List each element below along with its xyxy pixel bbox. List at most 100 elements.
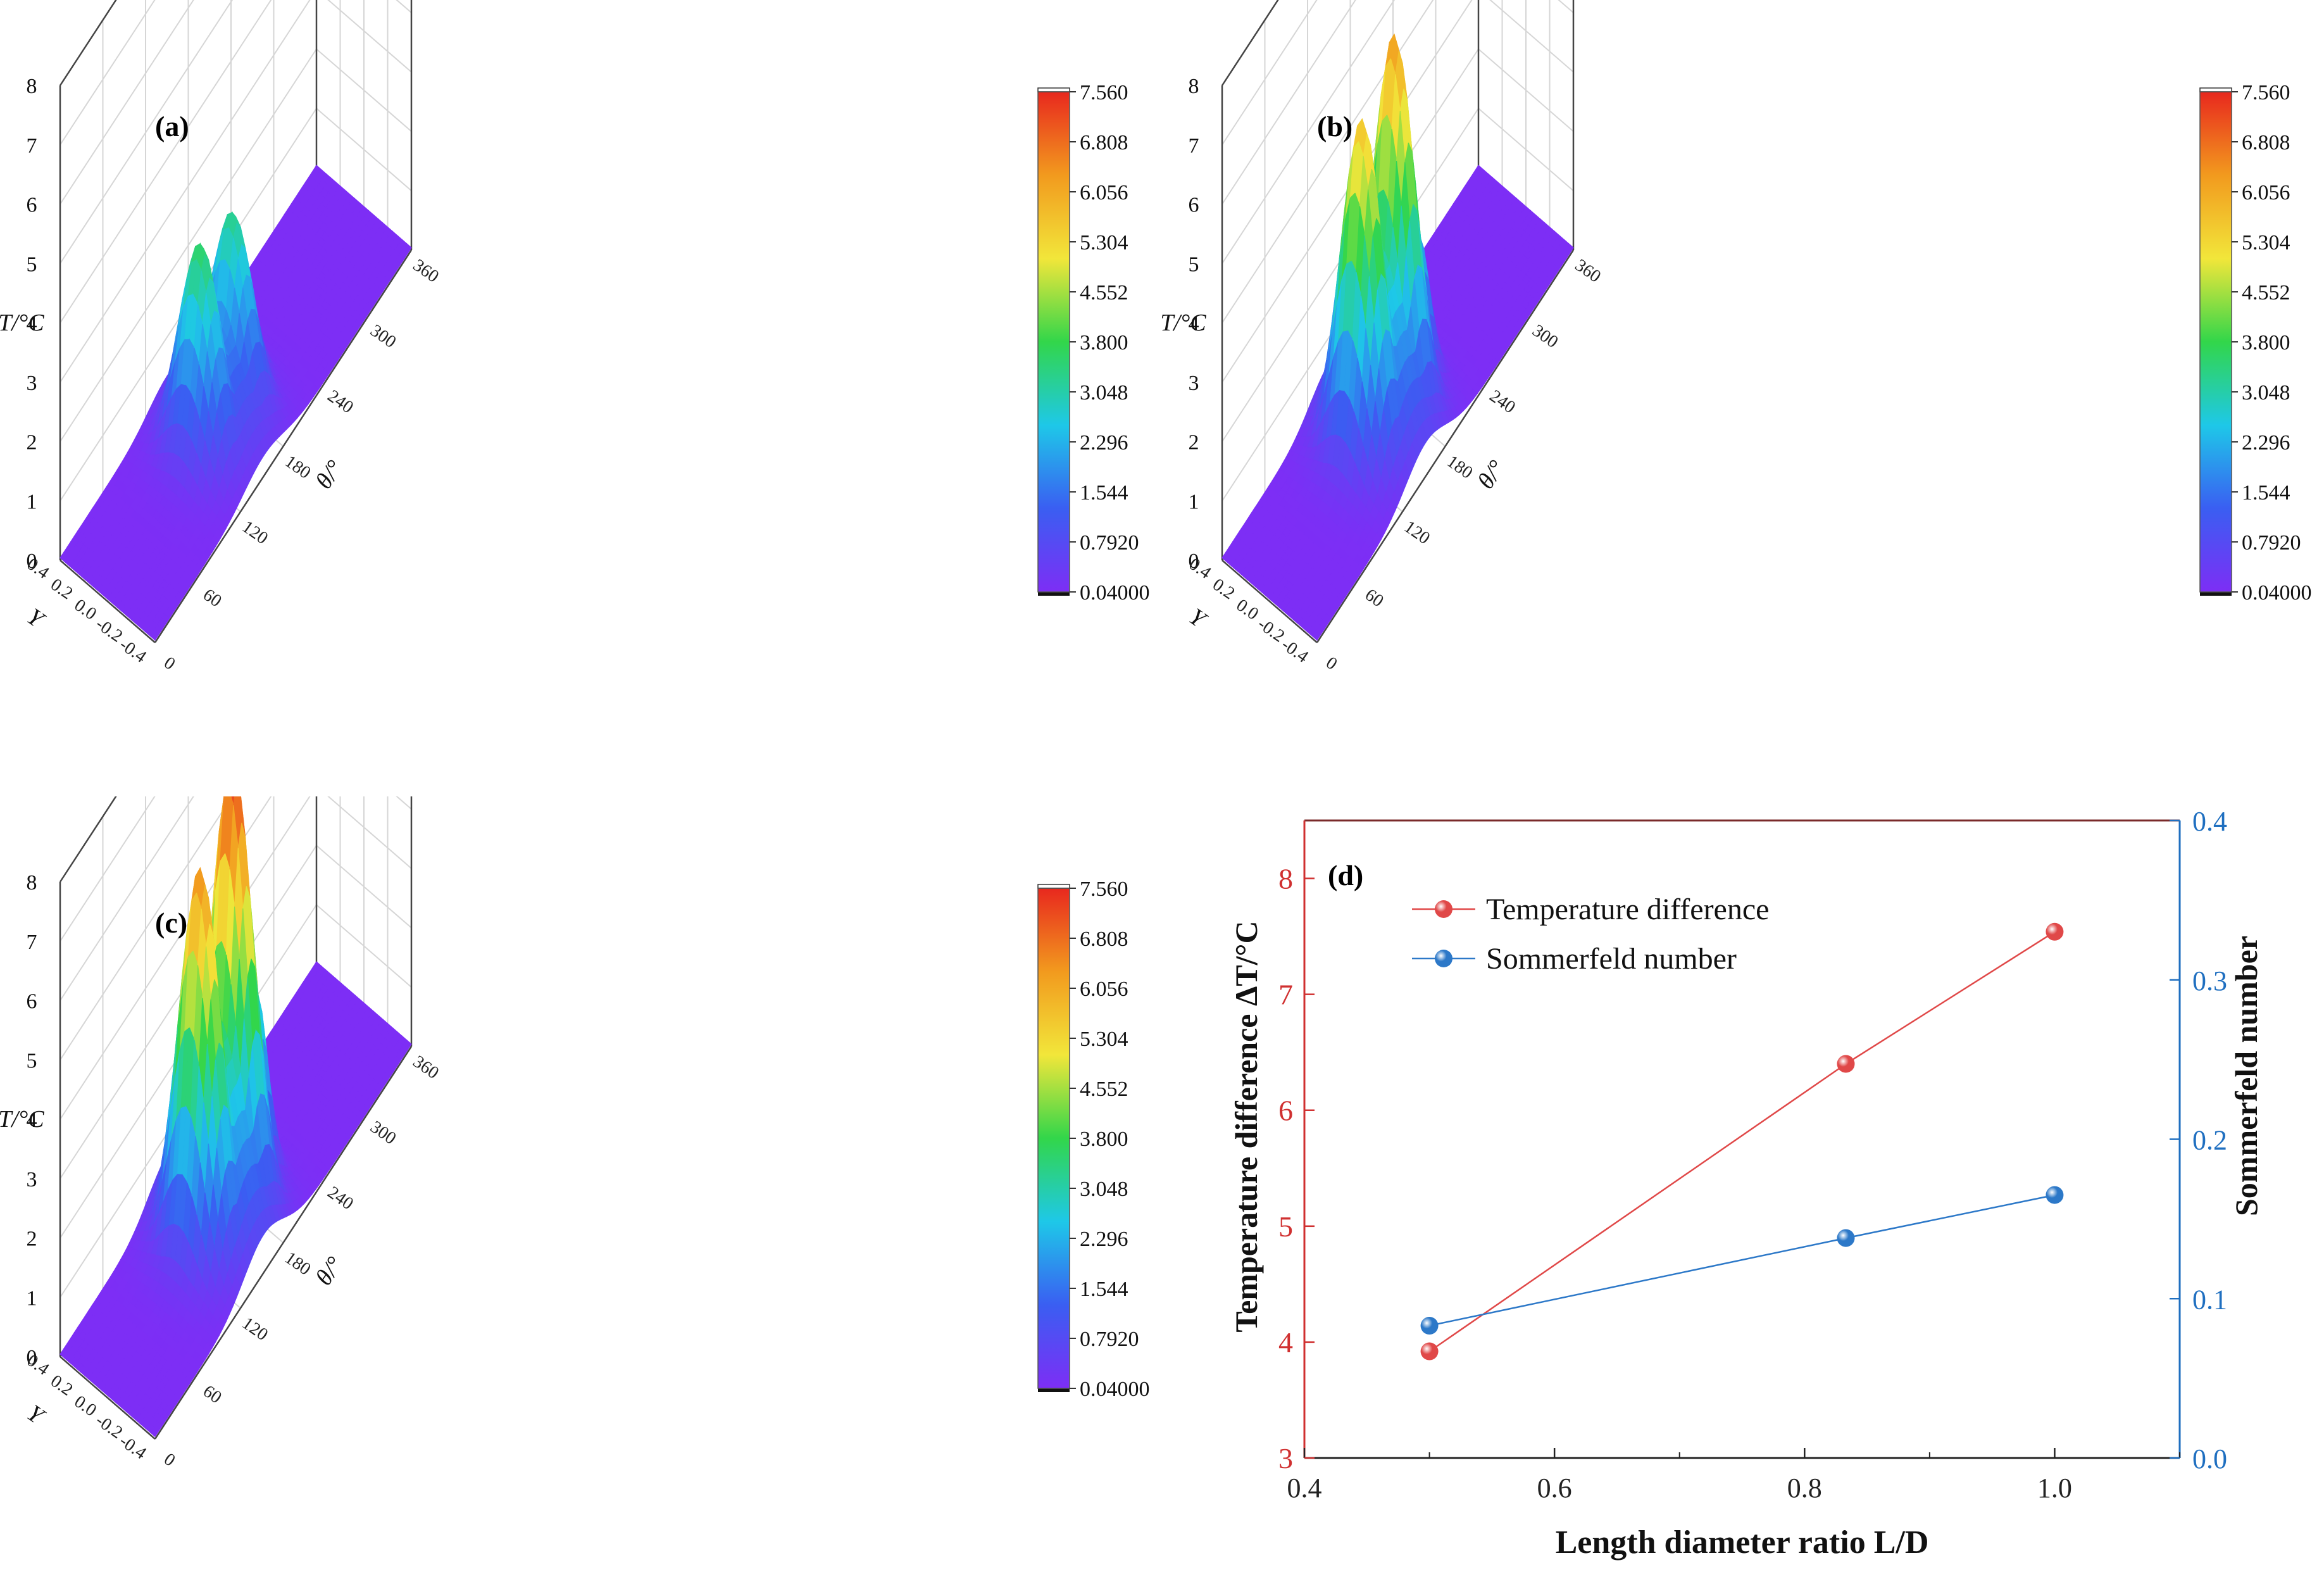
y-axis-title: Y <box>1184 603 1213 634</box>
colorbar-tick-label: 1.544 <box>2242 481 2290 505</box>
y-left-tick-label: 8 <box>1278 863 1293 895</box>
surface-cell <box>1311 630 1321 641</box>
z-tick-label: 0 <box>27 1346 37 1369</box>
colorbar-tick-label: 7.560 <box>2242 81 2290 104</box>
surface-panel-a: 012345678ΔT/°C0.40.20.0-0.2-0.4Y06012018… <box>0 0 1162 796</box>
colorbar-tick-label: 3.800 <box>1080 331 1128 355</box>
theta-tick-label: 240 <box>324 386 357 417</box>
z-tick-label: 1 <box>27 490 37 513</box>
x-axis-title: Length diameter ratio L/D <box>1556 1524 1929 1561</box>
colorbar-tick-label: 6.808 <box>2242 131 2290 154</box>
z-tick-label: 1 <box>1189 490 1199 513</box>
colorbar: 7.5606.8086.0565.3044.5523.8003.0482.296… <box>1037 81 1150 605</box>
colorbar-top-cap <box>1037 87 1070 92</box>
series-line-sommerfeld <box>1429 1194 2055 1327</box>
z-tick-label: 0 <box>1189 550 1199 573</box>
y-tick-label: 0.2 <box>47 1371 76 1400</box>
axis-edge <box>1221 560 1318 643</box>
data-point-sommerfeld <box>2046 1186 2064 1204</box>
legend-label: Sommerfeld number <box>1486 942 1737 976</box>
panel-label: (a) <box>155 110 189 142</box>
theta-axis-title: θ/° <box>310 456 348 494</box>
colorbar-tick-label: 4.552 <box>2242 281 2290 305</box>
y-left-tick-label: 5 <box>1278 1210 1293 1243</box>
y-right-tick-label: 0.1 <box>2192 1284 2227 1315</box>
temperature-surface <box>59 758 412 1438</box>
theta-tick-label: 0 <box>160 1449 178 1470</box>
z-tick-label: 5 <box>27 253 37 276</box>
z-tick-label: 2 <box>27 431 37 455</box>
colorbar-tick-label: 2.296 <box>1080 431 1128 455</box>
colorbar-tick-label: 4.552 <box>1080 1078 1128 1101</box>
z-tick-label: 7 <box>27 931 37 954</box>
y-right-tick-label: 0.4 <box>2192 806 2227 837</box>
theta-tick-label: 360 <box>409 1052 442 1083</box>
theta-axis-title: θ/° <box>1472 456 1510 494</box>
y-right-tick-label: 0.3 <box>2192 965 2227 996</box>
legend-marker <box>1435 900 1452 918</box>
data-point-temperature <box>1837 1055 1855 1073</box>
y-tick-label: 0.0 <box>71 595 100 624</box>
line-chart-d: 0.4 0.6 0.8 1.03456780.00.10.20.30.4Length … <box>1228 806 2264 1561</box>
y-tick-label: -0.4 <box>116 635 150 667</box>
theta-tick-label: 360 <box>409 255 442 286</box>
panel-label: (c) <box>155 907 187 939</box>
colorbar-tick-label: 6.056 <box>2242 181 2290 204</box>
z-tick-label: 6 <box>27 194 37 217</box>
z-tick-label: 4 <box>27 1109 37 1132</box>
colorbar-tick-label: 6.808 <box>1080 131 1128 154</box>
surface-plot-c: 012345678ΔT/°C0.40.20.0-0.2-0.4Y06012018… <box>0 489 1150 1471</box>
surface-cell <box>149 630 159 641</box>
y-axis-title: Y <box>22 603 51 634</box>
z-tick-label: 5 <box>1189 253 1199 276</box>
line-chart-panel-d: 0.4 0.6 0.8 1.0 3 4 5 6 7 8 0.0 0.1 0.2 0.3 0.4 Length … <box>1162 796 2324 1593</box>
colorbar-top-cap <box>2199 87 2232 92</box>
z-tick-label: 4 <box>1189 312 1199 336</box>
colorbar-tick-label: 0.7920 <box>1080 1328 1139 1351</box>
x-tick-label: 0.8 <box>1787 1473 1822 1504</box>
colorbar-bottom-cap <box>2200 592 2232 596</box>
theta-tick-label: 360 <box>1571 255 1604 286</box>
y-tick-label: 0.0 <box>71 1392 100 1420</box>
colorbar-top-cap <box>1037 884 1070 889</box>
colorbar-bottom-cap <box>1038 1388 1070 1392</box>
colorbar-tick-label: 2.296 <box>1080 1228 1128 1251</box>
theta-tick-label: 300 <box>366 1117 399 1148</box>
temperature-surface <box>1221 33 1574 641</box>
colorbar-tick-label: 2.296 <box>2242 431 2290 455</box>
theta-tick-label: 60 <box>199 585 225 611</box>
colorbar-bottom-cap <box>1038 592 1070 596</box>
z-axis-title: ΔT/°C <box>0 1106 44 1133</box>
panel-label: (b) <box>1317 110 1353 142</box>
axis-edge <box>1221 0 1279 86</box>
z-tick-label: 8 <box>27 871 37 895</box>
colorbar-tick-label: 5.304 <box>2242 231 2290 254</box>
data-point-temperature <box>1420 1342 1439 1360</box>
colorbar-tick-label: 3.800 <box>2242 331 2290 355</box>
theta-tick-label: 180 <box>1443 451 1476 482</box>
theta-tick-label: 120 <box>239 517 272 548</box>
axis-edge <box>154 1046 413 1440</box>
colorbar-tick-label: 7.560 <box>1080 81 1128 104</box>
colorbar-tick-label: 0.04000 <box>2242 581 2312 605</box>
z-tick-label: 8 <box>27 75 37 98</box>
data-point-temperature <box>2046 922 2064 941</box>
z-tick-label: 2 <box>27 1228 37 1251</box>
y-right-tick-label: 0.2 <box>2192 1125 2227 1156</box>
colorbar-tick-label: 3.048 <box>1080 381 1128 405</box>
data-point-sommerfeld <box>1420 1317 1439 1335</box>
z-tick-label: 0 <box>27 550 37 573</box>
axis-edge <box>59 560 156 643</box>
surface-plot-b: 012345678ΔT/°C0.40.20.0-0.2-0.4Y06012018… <box>1145 0 2312 674</box>
theta-tick-label: 300 <box>1528 321 1561 352</box>
theta-tick-label: 0 <box>1322 653 1340 674</box>
axis-edge <box>59 1356 156 1440</box>
theta-tick-label: 120 <box>239 1314 272 1345</box>
colorbar-scale <box>1038 92 1070 592</box>
y-left-tick-label: 6 <box>1278 1095 1293 1127</box>
x-tick-label: 0.4 <box>1287 1473 1322 1504</box>
y-tick-label: 0.2 <box>47 575 76 603</box>
colorbar-tick-label: 3.048 <box>2242 381 2290 405</box>
axis-edge <box>1316 249 1575 643</box>
theta-tick-label: 120 <box>1401 517 1434 548</box>
